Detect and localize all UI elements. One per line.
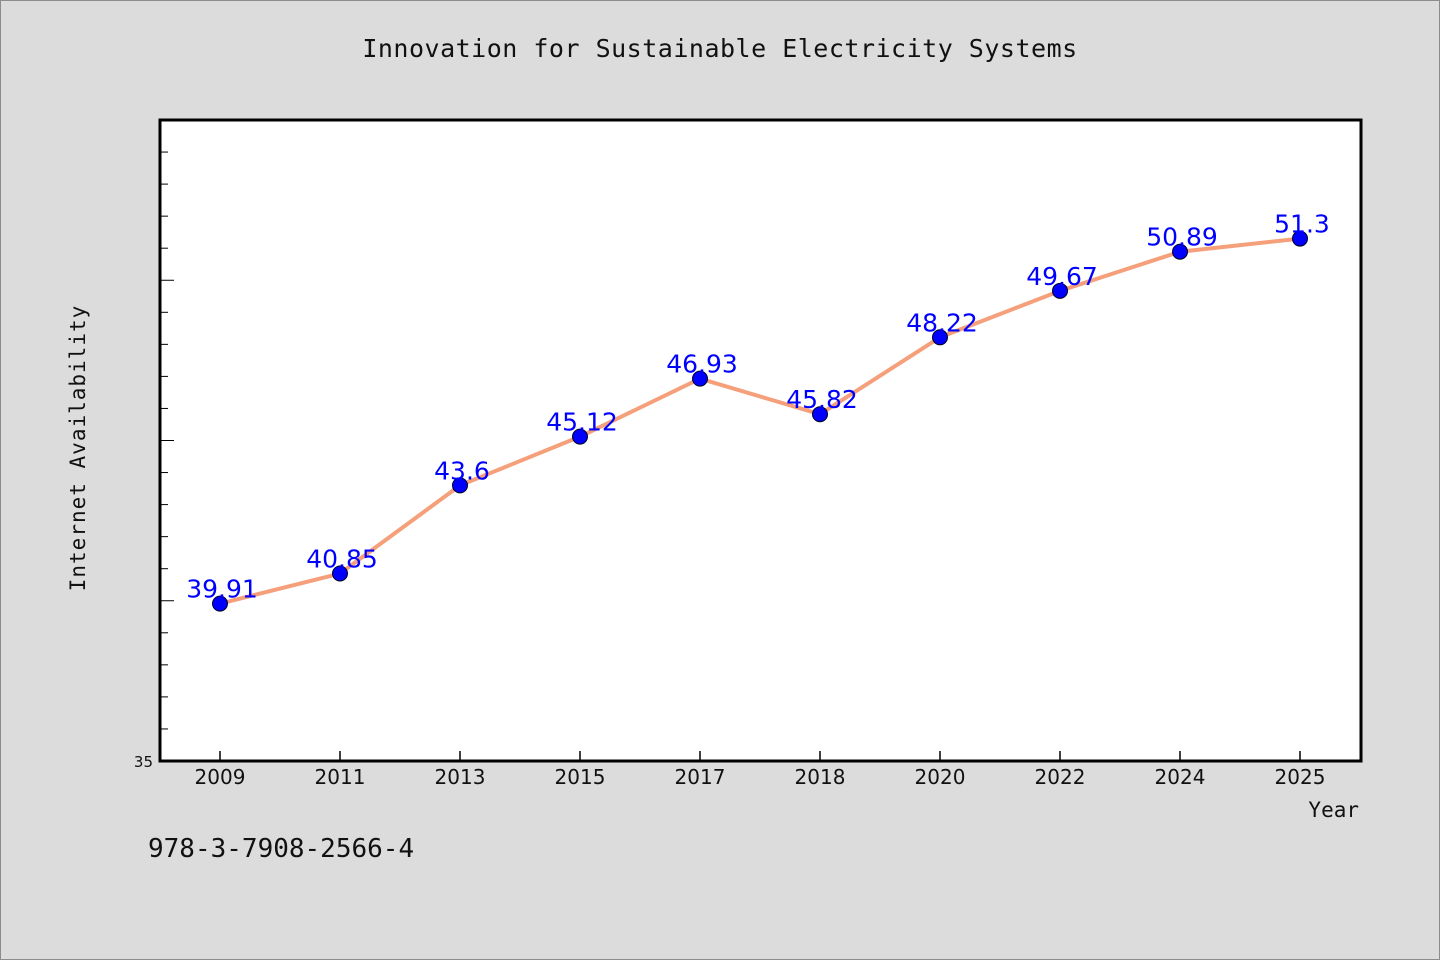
series-line <box>218 236 1302 606</box>
data-labels: 39.91 40.85 43.6 45.12 46.93 45.82 48.22 49.67 5… <box>186 210 1330 604</box>
plot-area <box>158 118 1363 763</box>
data-point <box>692 370 708 387</box>
x-axis-ticks: 2009 2011 2013 2015 2017 2018 2020 2022 2024 2025 <box>195 751 1326 789</box>
data-point <box>1172 243 1188 260</box>
data-point <box>1052 282 1068 299</box>
x-tick-label: 2020 <box>915 765 966 789</box>
x-tick-label: 2018 <box>795 765 846 789</box>
data-point <box>812 406 828 423</box>
x-tick-label: 2009 <box>195 765 246 789</box>
x-tick-label: 2022 <box>1035 765 1086 789</box>
data-label: 48.22 <box>906 308 978 337</box>
data-point <box>932 329 948 346</box>
data-label: 40.85 <box>306 545 378 574</box>
x-tick-label: 2017 <box>675 765 726 789</box>
y-axis-ticks: 35 <box>134 151 174 771</box>
data-label: 45.82 <box>786 385 858 414</box>
data-point <box>572 428 588 445</box>
y-axis-label: Internet Availability <box>66 305 90 592</box>
data-label: 50.89 <box>1146 223 1218 252</box>
x-tick-label: 2015 <box>555 765 606 789</box>
data-label: 45.12 <box>546 408 618 437</box>
data-label: 51.3 <box>1274 210 1330 239</box>
x-tick-label: 2025 <box>1275 765 1326 789</box>
data-label: 43.6 <box>434 456 490 485</box>
data-point <box>452 477 468 494</box>
chart-title: Innovation for Sustainable Electricity S… <box>362 34 1078 63</box>
x-axis-label: Year <box>1308 798 1359 822</box>
code-text: 978-3-7908-2566-4 <box>148 834 415 864</box>
data-label: 39.91 <box>186 575 258 604</box>
data-point <box>1292 230 1308 247</box>
x-tick-label: 2024 <box>1155 765 1206 789</box>
data-label: 49.67 <box>1026 262 1098 291</box>
data-label: 46.93 <box>666 350 738 379</box>
x-tick-label: 2011 <box>315 765 366 789</box>
y-tick-label: 35 <box>134 753 153 771</box>
x-tick-label: 2013 <box>435 765 486 789</box>
data-point <box>212 595 228 612</box>
data-point <box>332 565 348 582</box>
series-markers <box>212 230 1308 612</box>
